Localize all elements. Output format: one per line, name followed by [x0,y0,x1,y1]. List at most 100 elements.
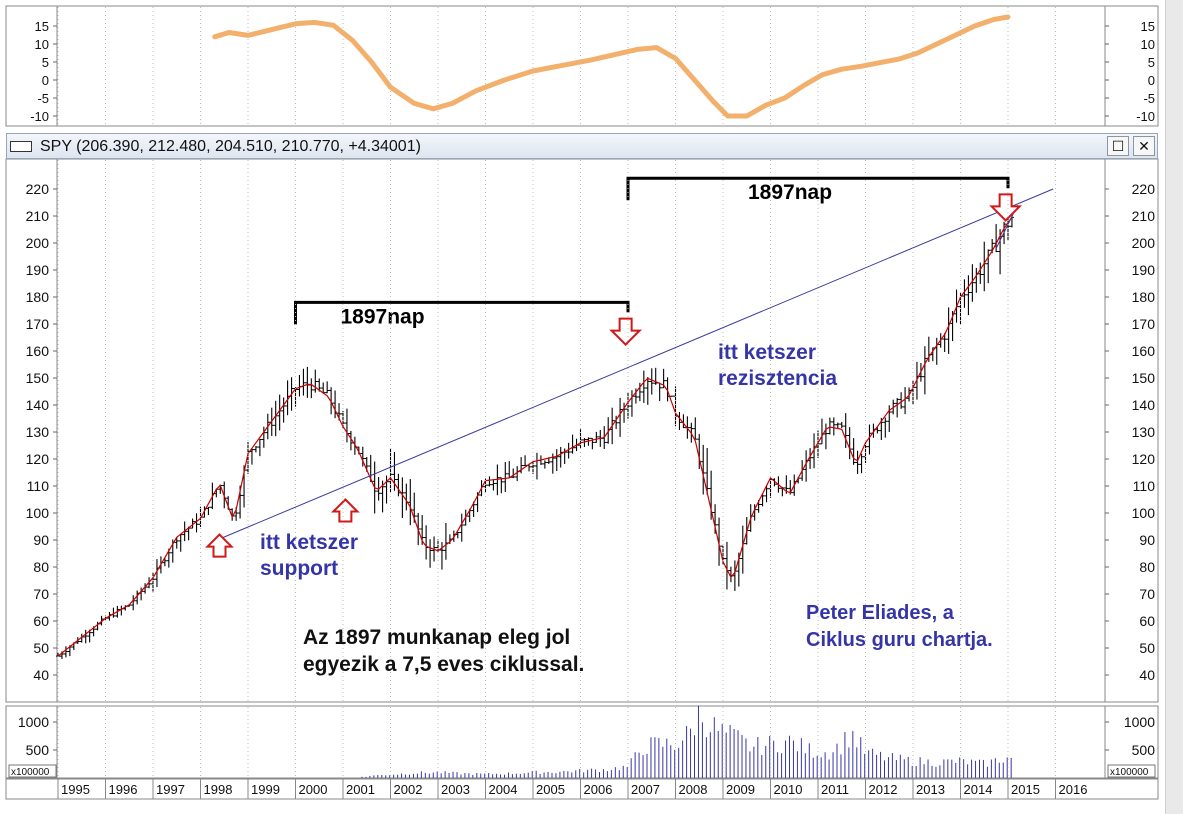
price-y-tick-left: 110 [27,478,50,494]
vol-y-tick-left: 500 [26,742,50,758]
price-y-tick-left: 170 [26,316,50,332]
moving-average-line [57,216,1013,657]
x-tick-label: 2013 [916,782,945,797]
osc-y-tick-right: 10 [1141,37,1155,52]
vol-y-tick-right: 1000 [1124,714,1155,730]
x-axis-strip [5,778,1159,800]
price-y-tick-right: 210 [1132,208,1156,224]
volume-unit-label: x100000 [1110,767,1149,778]
price-y-tick-right: 170 [1132,316,1156,332]
vol-y-tick-left: 1000 [18,714,49,730]
vol-y-tick-right: 500 [1132,742,1156,758]
maximize-button[interactable]: ☐ [1107,136,1129,156]
price-y-tick-left: 100 [26,505,50,521]
osc-y-tick-left: 5 [42,55,49,70]
price-y-tick-left: 180 [26,289,50,305]
price-y-tick-left: 70 [33,586,49,602]
osc-y-tick-right: 5 [1148,55,1155,70]
osc-y-tick-left: 10 [35,37,49,52]
price-y-tick-right: 100 [1132,505,1156,521]
x-tick-label: 2012 [869,782,898,797]
price-y-tick-left: 120 [26,451,50,467]
price-y-tick-right: 70 [1139,586,1155,602]
x-tick-label: 2006 [584,782,613,797]
resistance-annotation: itt ketszer rezisztencia [718,341,838,390]
price-y-tick-right: 220 [1132,181,1156,197]
osc-y-tick-right: 0 [1148,73,1155,88]
price-y-tick-right: 130 [1132,424,1156,440]
price-y-tick-right: 50 [1139,640,1155,656]
price-y-tick-right: 110 [1133,478,1156,494]
price-y-tick-right: 150 [1132,370,1156,386]
x-tick-label: 2005 [536,782,565,797]
price-y-tick-left: 60 [33,613,49,629]
x-tick-label: 2016 [1059,782,1088,797]
x-tick-label: 2008 [679,782,708,797]
vertical-scrollbar[interactable] [1165,0,1183,814]
price-y-tick-right: 80 [1139,559,1155,575]
window-icon [10,141,32,152]
volume-unit-box [8,764,57,778]
x-tick-label: 1999 [251,782,280,797]
close-button[interactable]: ✕ [1133,136,1155,156]
price-y-tick-left: 210 [26,208,50,224]
price-y-tick-left: 140 [26,397,50,413]
x-tick-label: 2003 [441,782,470,797]
price-panel-title-bar[interactable]: SPY (206.390, 212.480, 204.510, 210.770,… [6,133,1158,159]
x-tick-label: 2010 [774,782,803,797]
x-tick-label: 2015 [1011,782,1040,797]
price-y-tick-right: 120 [1132,451,1156,467]
osc-y-tick-left: 0 [42,73,49,88]
price-y-tick-left: 220 [26,181,50,197]
price-y-tick-left: 130 [26,424,50,440]
x-tick-label: 2000 [299,782,328,797]
x-tick-label: 1997 [156,782,185,797]
osc-y-tick-right: -10 [1136,109,1155,124]
price-y-tick-right: 200 [1132,235,1156,251]
x-tick-label: 1998 [204,782,233,797]
price-y-tick-right: 90 [1139,532,1155,548]
volume-unit-label: x100000 [11,767,50,778]
x-tick-label: 2004 [489,782,518,797]
price-y-tick-right: 140 [1132,397,1156,413]
price-y-tick-right: 190 [1132,262,1156,278]
panel-title: SPY (206.390, 212.480, 204.510, 210.770,… [40,138,421,155]
price-y-tick-left: 90 [33,532,49,548]
osc-y-tick-left: 15 [35,19,49,34]
x-tick-label: 1995 [61,782,90,797]
price-y-tick-right: 180 [1132,289,1156,305]
price-y-tick-right: 160 [1132,343,1156,359]
price-y-tick-left: 80 [33,559,49,575]
x-tick-label: 2009 [726,782,755,797]
osc-y-tick-right: 15 [1141,19,1155,34]
price-panel [5,158,1159,703]
credit-annotation: Peter Eliades, a Ciklus guru chartja. [806,602,993,651]
price-y-tick-left: 190 [26,262,50,278]
osc-y-tick-left: -5 [37,91,49,106]
x-tick-label: 1996 [109,782,138,797]
resistance-down-arrow [989,193,1023,222]
volume-panel [5,705,1159,779]
price-y-tick-left: 200 [26,235,50,251]
support-up-arrow [330,498,360,523]
x-tick-label: 2007 [631,782,660,797]
volume-unit-box [1107,764,1156,778]
cycle-oscillator-line [212,14,1011,119]
osc-y-tick-left: -10 [30,109,49,124]
price-y-tick-right: 60 [1139,613,1155,629]
cycle-bracket-2 [626,176,1010,201]
oscillator-panel [5,5,1159,127]
resistance-support-trendline [216,188,1054,541]
price-y-tick-left: 40 [33,667,49,683]
price-y-tick-left: 160 [26,343,50,359]
price-y-tick-left: 50 [33,640,49,656]
cycle-bracket-label: 1897nap [748,181,832,204]
support-up-arrow [205,533,234,558]
x-tick-label: 2002 [394,782,423,797]
cycle-bracket-1 [294,300,630,325]
price-y-tick-right: 40 [1139,667,1155,683]
cycle-bracket-label: 1897nap [341,305,425,328]
cycle-note-annotation: Az 1897 munkanap eleg jol egyezik a 7,5 … [303,626,585,676]
